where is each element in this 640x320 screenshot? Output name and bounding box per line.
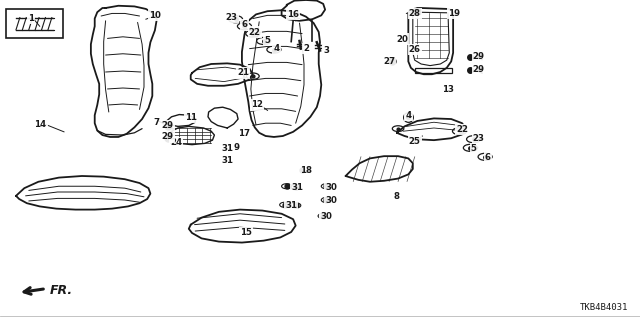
Text: 14: 14 bbox=[35, 120, 46, 129]
Text: 1: 1 bbox=[28, 14, 34, 23]
Text: 5: 5 bbox=[470, 144, 477, 153]
Text: 27: 27 bbox=[383, 57, 395, 66]
Text: 13: 13 bbox=[442, 85, 454, 94]
Text: 6: 6 bbox=[484, 153, 491, 162]
Text: 31: 31 bbox=[292, 183, 303, 192]
Text: 7: 7 bbox=[154, 118, 160, 127]
Text: 10: 10 bbox=[149, 11, 161, 20]
Text: 28: 28 bbox=[409, 9, 420, 18]
Text: 8: 8 bbox=[394, 192, 400, 201]
Text: FR.: FR. bbox=[50, 284, 73, 297]
Text: 16: 16 bbox=[287, 10, 299, 19]
Bar bbox=[415, 68, 452, 73]
Text: 4: 4 bbox=[405, 111, 412, 120]
Text: 30: 30 bbox=[326, 183, 337, 192]
Text: 31: 31 bbox=[221, 144, 233, 153]
Text: 20: 20 bbox=[396, 35, 408, 44]
Text: 2: 2 bbox=[303, 44, 309, 53]
Text: 18: 18 bbox=[300, 166, 312, 175]
Text: 12: 12 bbox=[252, 100, 263, 109]
Text: 19: 19 bbox=[449, 9, 460, 18]
Text: 29: 29 bbox=[473, 65, 484, 74]
Text: 29: 29 bbox=[473, 52, 484, 60]
Text: 17: 17 bbox=[239, 129, 250, 138]
Text: 31: 31 bbox=[285, 201, 297, 210]
Text: 26: 26 bbox=[409, 45, 420, 54]
Text: 22: 22 bbox=[456, 125, 468, 134]
Text: 9: 9 bbox=[234, 143, 240, 152]
Text: 23: 23 bbox=[226, 13, 237, 22]
Text: 21: 21 bbox=[237, 68, 249, 77]
Text: 22: 22 bbox=[249, 28, 260, 36]
Text: 25: 25 bbox=[409, 137, 420, 146]
Text: TKB4B4031: TKB4B4031 bbox=[580, 303, 628, 312]
Text: 30: 30 bbox=[321, 212, 332, 221]
Text: 4: 4 bbox=[273, 44, 280, 53]
Text: 29: 29 bbox=[162, 132, 173, 141]
Text: 6: 6 bbox=[241, 20, 248, 29]
Text: 31: 31 bbox=[221, 156, 233, 164]
Bar bbox=[6, 9, 63, 38]
Text: 3: 3 bbox=[323, 46, 330, 55]
Text: 29: 29 bbox=[162, 121, 173, 130]
Text: 30: 30 bbox=[326, 196, 337, 204]
Text: 15: 15 bbox=[241, 228, 252, 237]
Text: 11: 11 bbox=[185, 113, 196, 122]
Text: 23: 23 bbox=[473, 134, 484, 143]
Text: 5: 5 bbox=[264, 36, 271, 44]
Text: 24: 24 bbox=[170, 138, 182, 147]
